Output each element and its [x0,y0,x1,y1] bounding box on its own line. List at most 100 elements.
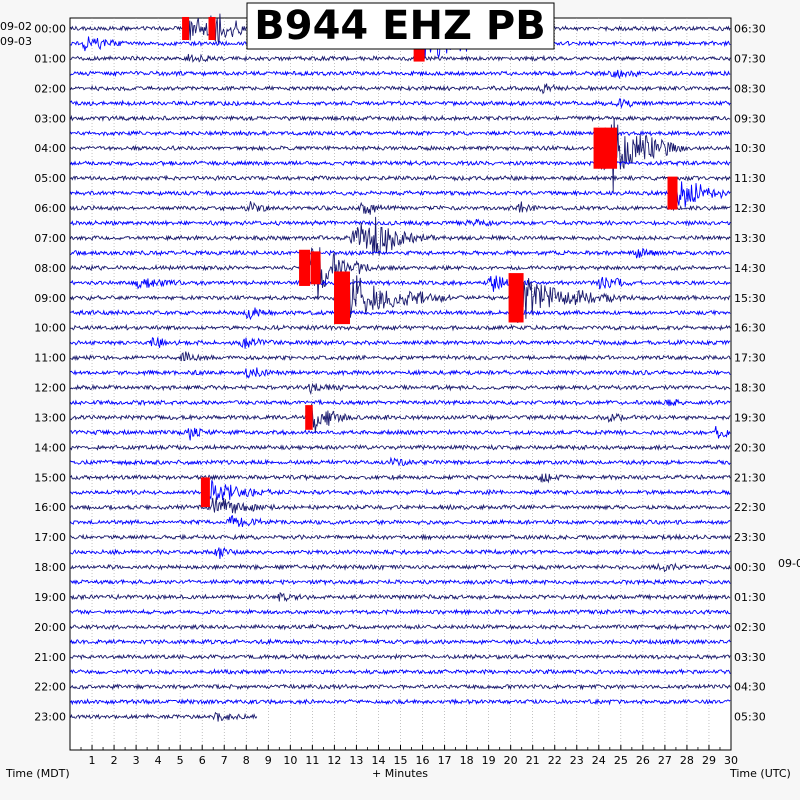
clip-row-16-0 [299,249,311,286]
x-axis-ticks: 1 2 3 4 5 6 7 8 9 10 11 12 13 14 15 16 17 18 19 20 21 22 23 24 2… [69,745,738,767]
right-hour-label: 09:30 [734,112,766,125]
right-hour-label: 10:30 [734,142,766,155]
x-tick-label: 15 [394,754,408,767]
right-hour-label: 06:30 [734,23,766,36]
x-tick-label: 2 [111,754,118,767]
right-hour-label: 07:30 [734,52,766,65]
x-tick-label: 7 [221,754,228,767]
trace-row-2 [70,53,731,63]
trace-row-12 [70,201,731,215]
right-hour-label: 12:30 [734,202,766,215]
right-hour-label: 16:30 [734,322,766,335]
left-hour-label: 06:00 [34,202,66,215]
left-hour-label: 13:00 [34,411,66,424]
x-tick-label: 27 [658,754,672,767]
trace-row-22 [70,351,731,362]
right-hour-label: 00:30 [734,561,766,574]
right-hour-label: 04:30 [734,681,766,694]
trace-row-10 [70,174,731,182]
x-tick-label: 16 [416,754,430,767]
clip-row-26-0 [305,405,313,430]
left-hour-label: 07:00 [34,232,66,245]
clip-row-31-0 [200,477,210,508]
trace-row-3 [70,69,731,80]
right-hour-label: 20:30 [734,441,766,454]
x-tick-label: 19 [482,754,496,767]
trace-row-31 [70,479,731,504]
x-tick-label: 18 [460,754,474,767]
x-tick-label: 5 [177,754,184,767]
left-axis-title: Time (MDT) [5,767,70,780]
x-tick-label: 17 [438,754,452,767]
trace-row-13 [70,218,731,227]
trace-row-23 [70,367,731,379]
right-hour-label: 19:30 [734,411,766,424]
right-hour-label: 17:30 [734,352,766,365]
trace-row-25 [70,398,731,407]
x-tick-label: 11 [305,754,319,767]
right-hour-labels: 06:30 07:30 08:30 09:30 10:30 11:30 12:30 13:30… [734,23,766,724]
left-hour-label: 20:00 [34,621,66,634]
left-date-first-row: 09-03 [0,35,32,48]
left-hour-label: 21:00 [34,651,66,664]
right-hour-label: 18:30 [734,382,766,395]
x-tick-label: 14 [371,754,385,767]
trace-row-45 [70,698,731,706]
left-hour-label: 00:00 [34,23,66,36]
seismic-traces [70,13,731,722]
left-date-top: 09-02 [0,20,32,33]
right-date-mid: 09-0 [778,557,800,570]
trace-row-16 [70,247,731,300]
x-axis-label: + Minutes [372,767,428,780]
right-hour-label: 01:30 [734,591,766,604]
right-hour-label: 21:30 [734,471,766,484]
right-hour-label: 11:30 [734,172,766,185]
left-hour-label: 04:00 [34,142,66,155]
trace-row-38 [70,591,731,603]
trace-row-14 [70,216,731,257]
clip-row-11-0 [667,176,678,210]
x-tick-label: 12 [327,754,341,767]
trace-row-34 [70,533,731,541]
trace-row-15 [70,247,731,259]
x-tick-label: 29 [702,754,716,767]
left-hour-label: 03:00 [34,112,66,125]
left-hour-label: 23:00 [34,711,66,724]
trace-row-46 [70,711,258,722]
trace-row-30 [70,473,731,484]
trace-row-24 [70,382,731,396]
left-hour-label: 11:00 [34,352,66,365]
x-tick-label: 10 [283,754,297,767]
x-tick-label: 6 [199,754,206,767]
trace-row-6 [70,114,731,122]
trace-row-36 [70,562,731,573]
trace-row-11 [70,179,731,208]
trace-row-18 [70,275,731,324]
right-hour-label: 02:30 [734,621,766,634]
x-tick-label: 22 [548,754,562,767]
x-tick-label: 1 [89,754,96,767]
right-hour-label: 15:30 [734,292,766,305]
left-hour-label: 15:00 [34,471,66,484]
clip-row-16-1 [310,251,321,285]
trace-row-33 [70,515,731,527]
trace-row-20 [70,323,731,332]
left-hour-label: 09:00 [34,292,66,305]
trace-row-9 [70,159,731,167]
trace-row-17 [70,275,731,292]
right-hour-label: 05:30 [734,711,766,724]
trace-row-39 [70,608,731,616]
trace-row-19 [70,307,731,321]
x-tick-label: 30 [724,754,738,767]
trace-row-41 [70,637,731,646]
trace-row-37 [70,578,731,586]
x-tick-label: 20 [504,754,518,767]
trace-row-40 [70,623,731,631]
left-hour-label: 01:00 [34,52,66,65]
trace-row-28 [70,443,731,452]
left-hour-label: 19:00 [34,591,66,604]
left-hour-label: 14:00 [34,441,66,454]
left-hour-label: 05:00 [34,172,66,185]
left-hour-label: 18:00 [34,561,66,574]
